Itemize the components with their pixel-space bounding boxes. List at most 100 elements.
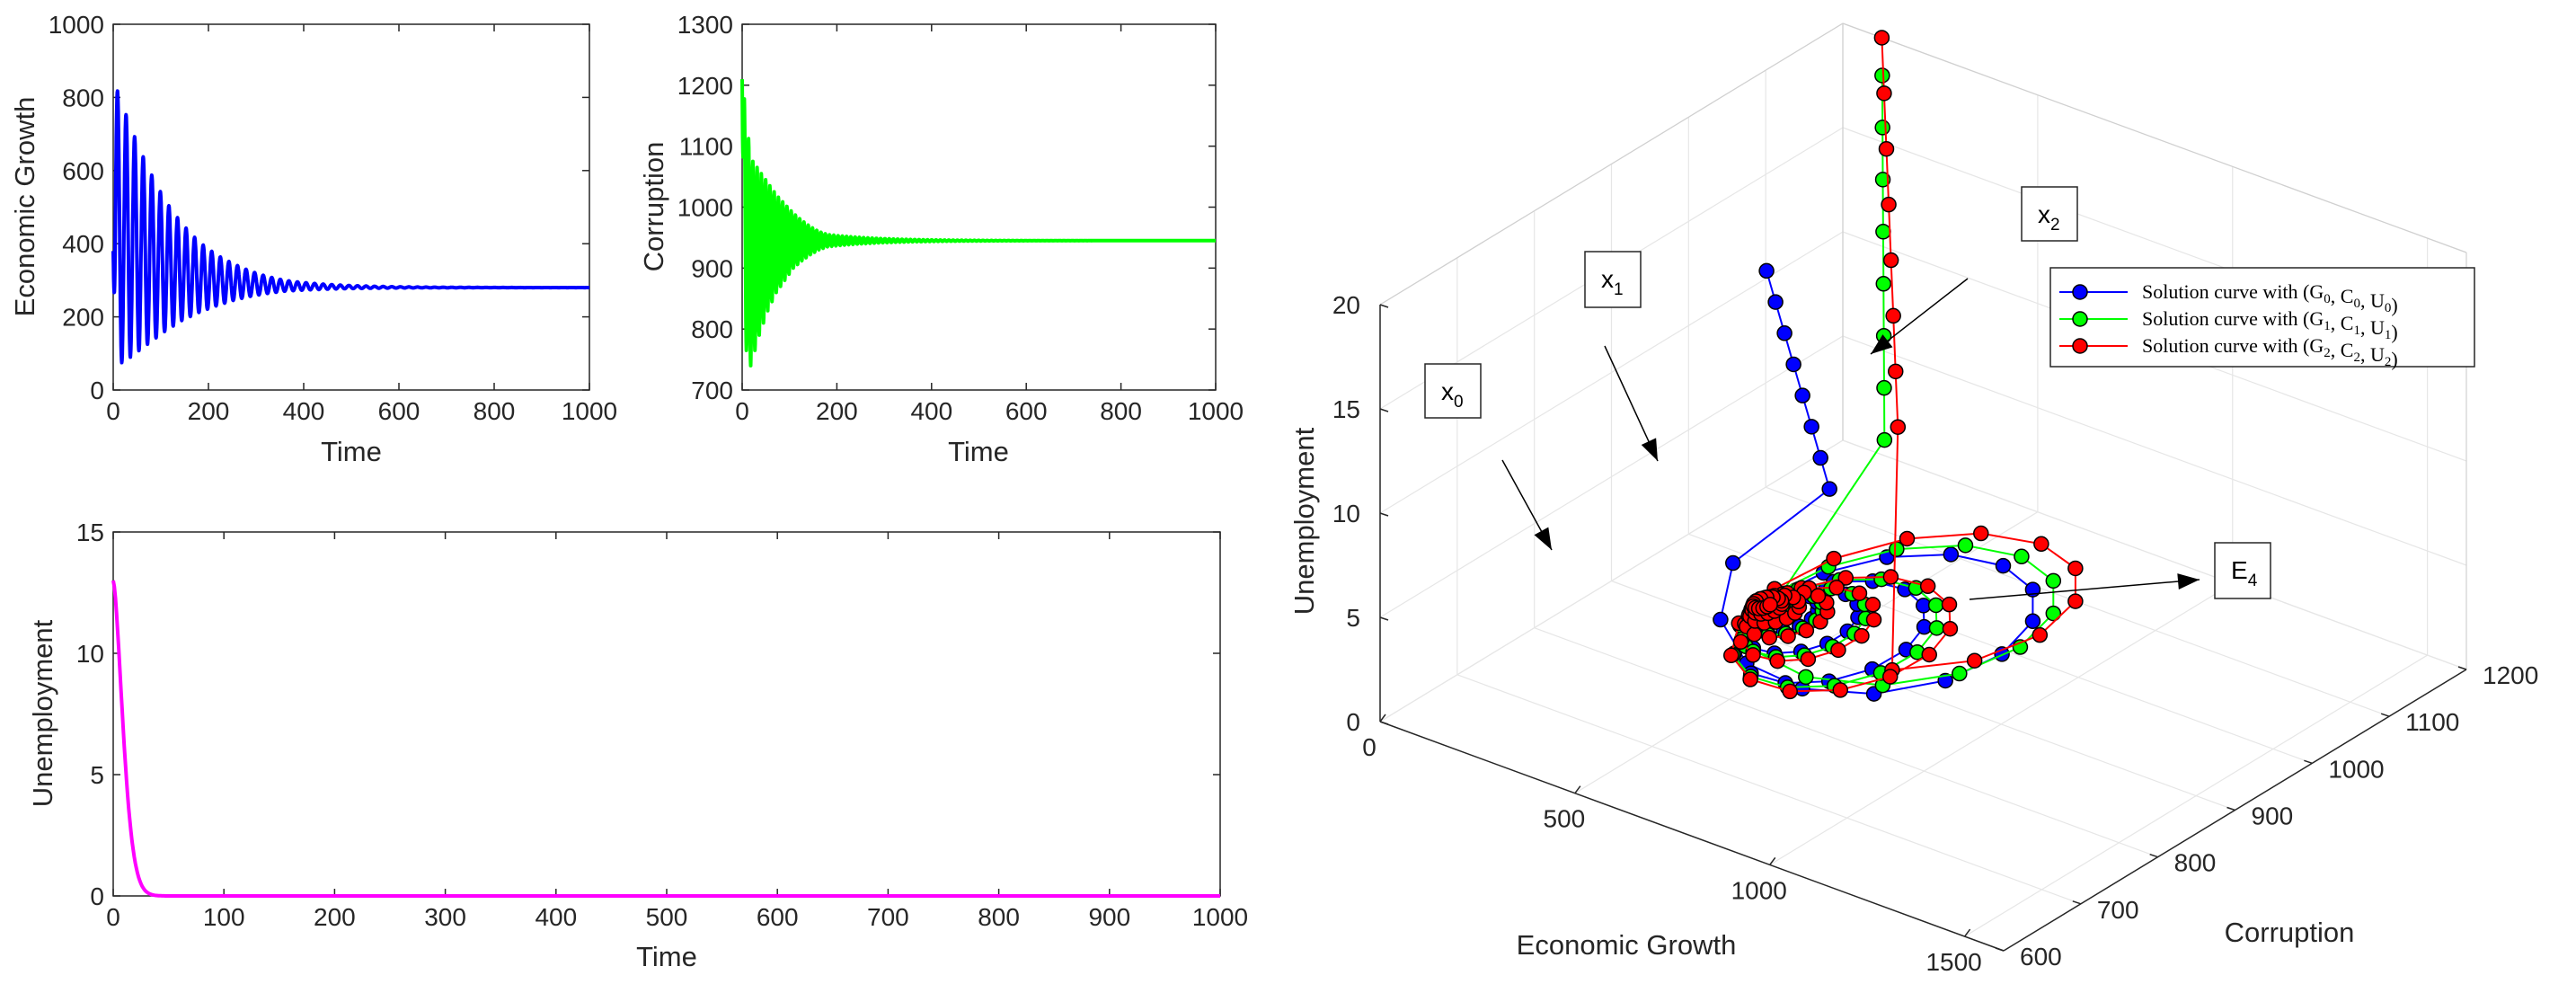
solution-point	[2033, 536, 2049, 553]
y-tick-mark	[1995, 947, 2005, 952]
legend-entry: Solution curve with (G2, C2, U2)	[2142, 334, 2398, 370]
x-tick-label: 400	[535, 903, 577, 931]
solution-point	[1713, 611, 1729, 628]
y-tick-label: 0	[90, 377, 104, 404]
x-tick-mark	[1964, 928, 1971, 937]
unemployment-plot-area	[112, 531, 1221, 897]
x2-callout-arrowhead	[1871, 334, 1893, 354]
y-tick-mark	[2149, 853, 2158, 858]
solution-point	[1865, 611, 1882, 628]
x0-callout-box	[1424, 363, 1482, 419]
solution-point	[1875, 224, 1891, 240]
y-tick-label: 1200	[677, 72, 733, 100]
z-tick-mark	[1379, 304, 1389, 308]
x-tick-label: 500	[646, 903, 688, 931]
solution-point	[1943, 546, 1960, 563]
solution-point	[1810, 588, 1827, 604]
solution-point	[1812, 449, 1828, 466]
solution-point	[1776, 325, 1793, 341]
solution-point	[1875, 276, 1892, 292]
y-tick-label: 1200	[2483, 661, 2538, 689]
solution-point	[1899, 530, 1916, 547]
growth-plot-area	[112, 23, 590, 391]
legend: Solution curve with (G0, C0, U0)Solution…	[2049, 267, 2475, 370]
legend-entry: Solution curve with (G1, C1, U1)	[2142, 307, 2398, 343]
unemployment-ylabel: Unemployment	[27, 619, 58, 807]
z-tick-mark	[1379, 408, 1389, 412]
series-line	[740, 79, 1217, 368]
x-tick-label: 100	[203, 903, 245, 931]
solution-point	[1761, 629, 1778, 646]
e4-callout-label: E4	[2231, 556, 2258, 590]
solution-curves-3d	[1713, 30, 2084, 702]
x-tick-mark	[1379, 714, 1386, 722]
z-tick-label: 5	[1346, 604, 1360, 632]
growth-chart: Time Economic Growth 0 200 400 600 800 1000 0 2…	[9, 11, 617, 467]
y-tick-label: 10	[76, 640, 104, 668]
x-tick-label: 200	[816, 397, 858, 425]
grid-line	[1842, 335, 2467, 566]
solution-point	[1826, 550, 1842, 567]
y-tick-label: 700	[691, 377, 733, 404]
solution-point	[1782, 683, 1798, 700]
legend-entry: Solution curve with (G0, C0, U0)	[2142, 280, 2398, 316]
solution-point	[1952, 665, 1968, 682]
solution-point	[1722, 647, 1739, 664]
solution-point	[1745, 647, 1761, 663]
x-tick-label: 1000	[562, 397, 617, 425]
solution-point	[1885, 307, 1901, 324]
axes-box-3d: 0 500 1000 1500 600 700 800 900 1000 1100 1200 0 5 10…	[1332, 22, 2538, 976]
growth-xlabel: Time	[321, 436, 382, 467]
solution-point	[1874, 67, 1890, 84]
y-tick-label: 900	[2252, 802, 2294, 830]
y-tick-label: 800	[691, 315, 733, 343]
legend-swatch-marker	[2072, 311, 2088, 327]
solution-point	[1878, 140, 1895, 157]
x1-callout-label: x1	[1601, 265, 1624, 299]
x-tick-label: 200	[188, 397, 230, 425]
y-tick-mark	[2304, 759, 2313, 765]
y-tick-label: 0	[90, 882, 104, 910]
x-tick-label: 800	[474, 397, 516, 425]
e4-callout-box	[2214, 542, 2271, 599]
solution-point	[1882, 569, 1899, 585]
x1-callout-arrowhead	[1641, 438, 1658, 461]
x-tick-label: 1000	[1188, 397, 1244, 425]
solution-point	[1864, 597, 1881, 613]
solution-point	[1942, 620, 1959, 637]
growth-ylabel: Economic Growth	[9, 97, 40, 317]
solution-point	[1767, 294, 1784, 310]
solution-point	[1732, 634, 1749, 651]
x-tick-label: 0	[106, 903, 120, 931]
solution-point	[1876, 431, 1893, 448]
y-tick-label: 5	[90, 761, 104, 789]
grid-line	[1534, 627, 2158, 858]
x1-callout-box	[1584, 251, 1642, 308]
x2-callout-box	[2021, 186, 2078, 242]
y-tick-mark	[2226, 806, 2235, 811]
solution-point	[1762, 597, 1778, 613]
y-tick-mark	[2072, 900, 2082, 905]
x-tick-label: 500	[1544, 805, 1586, 833]
z-tick-mark	[1379, 721, 1389, 725]
x-tick-label: 600	[757, 903, 799, 931]
corruption-ylabel: Corruption	[638, 142, 669, 272]
solution-point	[1890, 419, 1907, 435]
y-tick-label: 600	[62, 157, 104, 185]
solution-point	[1966, 652, 1983, 669]
x-axis	[1379, 721, 2005, 952]
z-tick-mark	[1379, 616, 1389, 621]
solution-point	[1927, 597, 1944, 614]
solution-point	[1882, 252, 1899, 269]
x-tick-label: 700	[867, 903, 909, 931]
solution-point	[1919, 578, 1936, 595]
solution-point	[1887, 363, 1904, 380]
y-tick-label: 700	[2097, 896, 2139, 924]
y-tick-label: 1000	[2328, 755, 2384, 783]
phase-portrait-3d: 0 500 1000 1500 600 700 800 900 1000 1100 1200 0 5 10…	[1288, 22, 2538, 976]
solution-point	[1957, 537, 1974, 554]
x-tick-label: 1000	[1192, 903, 1248, 931]
solution-point	[1794, 387, 1810, 403]
solution-point	[1800, 651, 1817, 668]
